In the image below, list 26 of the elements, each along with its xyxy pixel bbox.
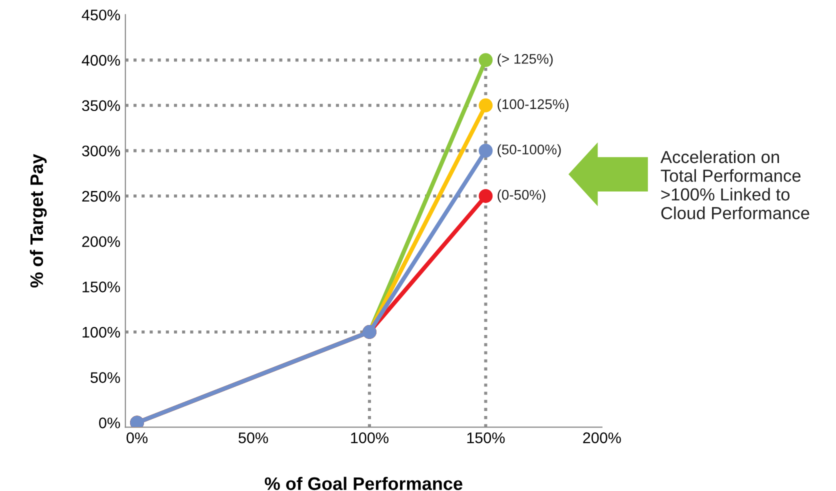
x-tick-label: 200%	[583, 432, 621, 444]
y-tick-label: 100%	[82, 326, 120, 338]
y-tick-label: 0%	[99, 418, 120, 428]
y-tick-label: 200%	[82, 236, 120, 248]
series-label: (> 125%)	[498, 54, 553, 67]
point	[478, 98, 493, 112]
x-tick-label: 100%	[351, 432, 388, 444]
y-tick-label: 250%	[82, 190, 120, 202]
x-tick-label: 150%	[467, 432, 505, 444]
text: Acceleration on Total Performance >100% Linked to Cloud Performance	[660, 150, 810, 220]
x-axis-title: % of Goal Performance	[264, 476, 462, 490]
y-tick-label: 400%	[82, 54, 120, 66]
series-label: (0-50%)	[498, 190, 546, 202]
point	[478, 53, 493, 67]
y-tick-label: 150%	[82, 282, 120, 292]
y-tick-label: 50%	[90, 372, 120, 383]
series-label: (100-125%)	[498, 98, 569, 112]
point	[478, 189, 493, 203]
y-tick-label: 350%	[82, 100, 120, 112]
series-label: (50-100%)	[498, 144, 561, 158]
point	[478, 144, 493, 158]
x-tick-label: 50%	[238, 432, 268, 444]
y-tick-label: 300%	[82, 146, 120, 156]
x-tick-label: 0%	[126, 432, 148, 444]
y-axis-title: % of Target Pay	[30, 154, 47, 288]
y-tick-label: 450%	[82, 10, 120, 20]
